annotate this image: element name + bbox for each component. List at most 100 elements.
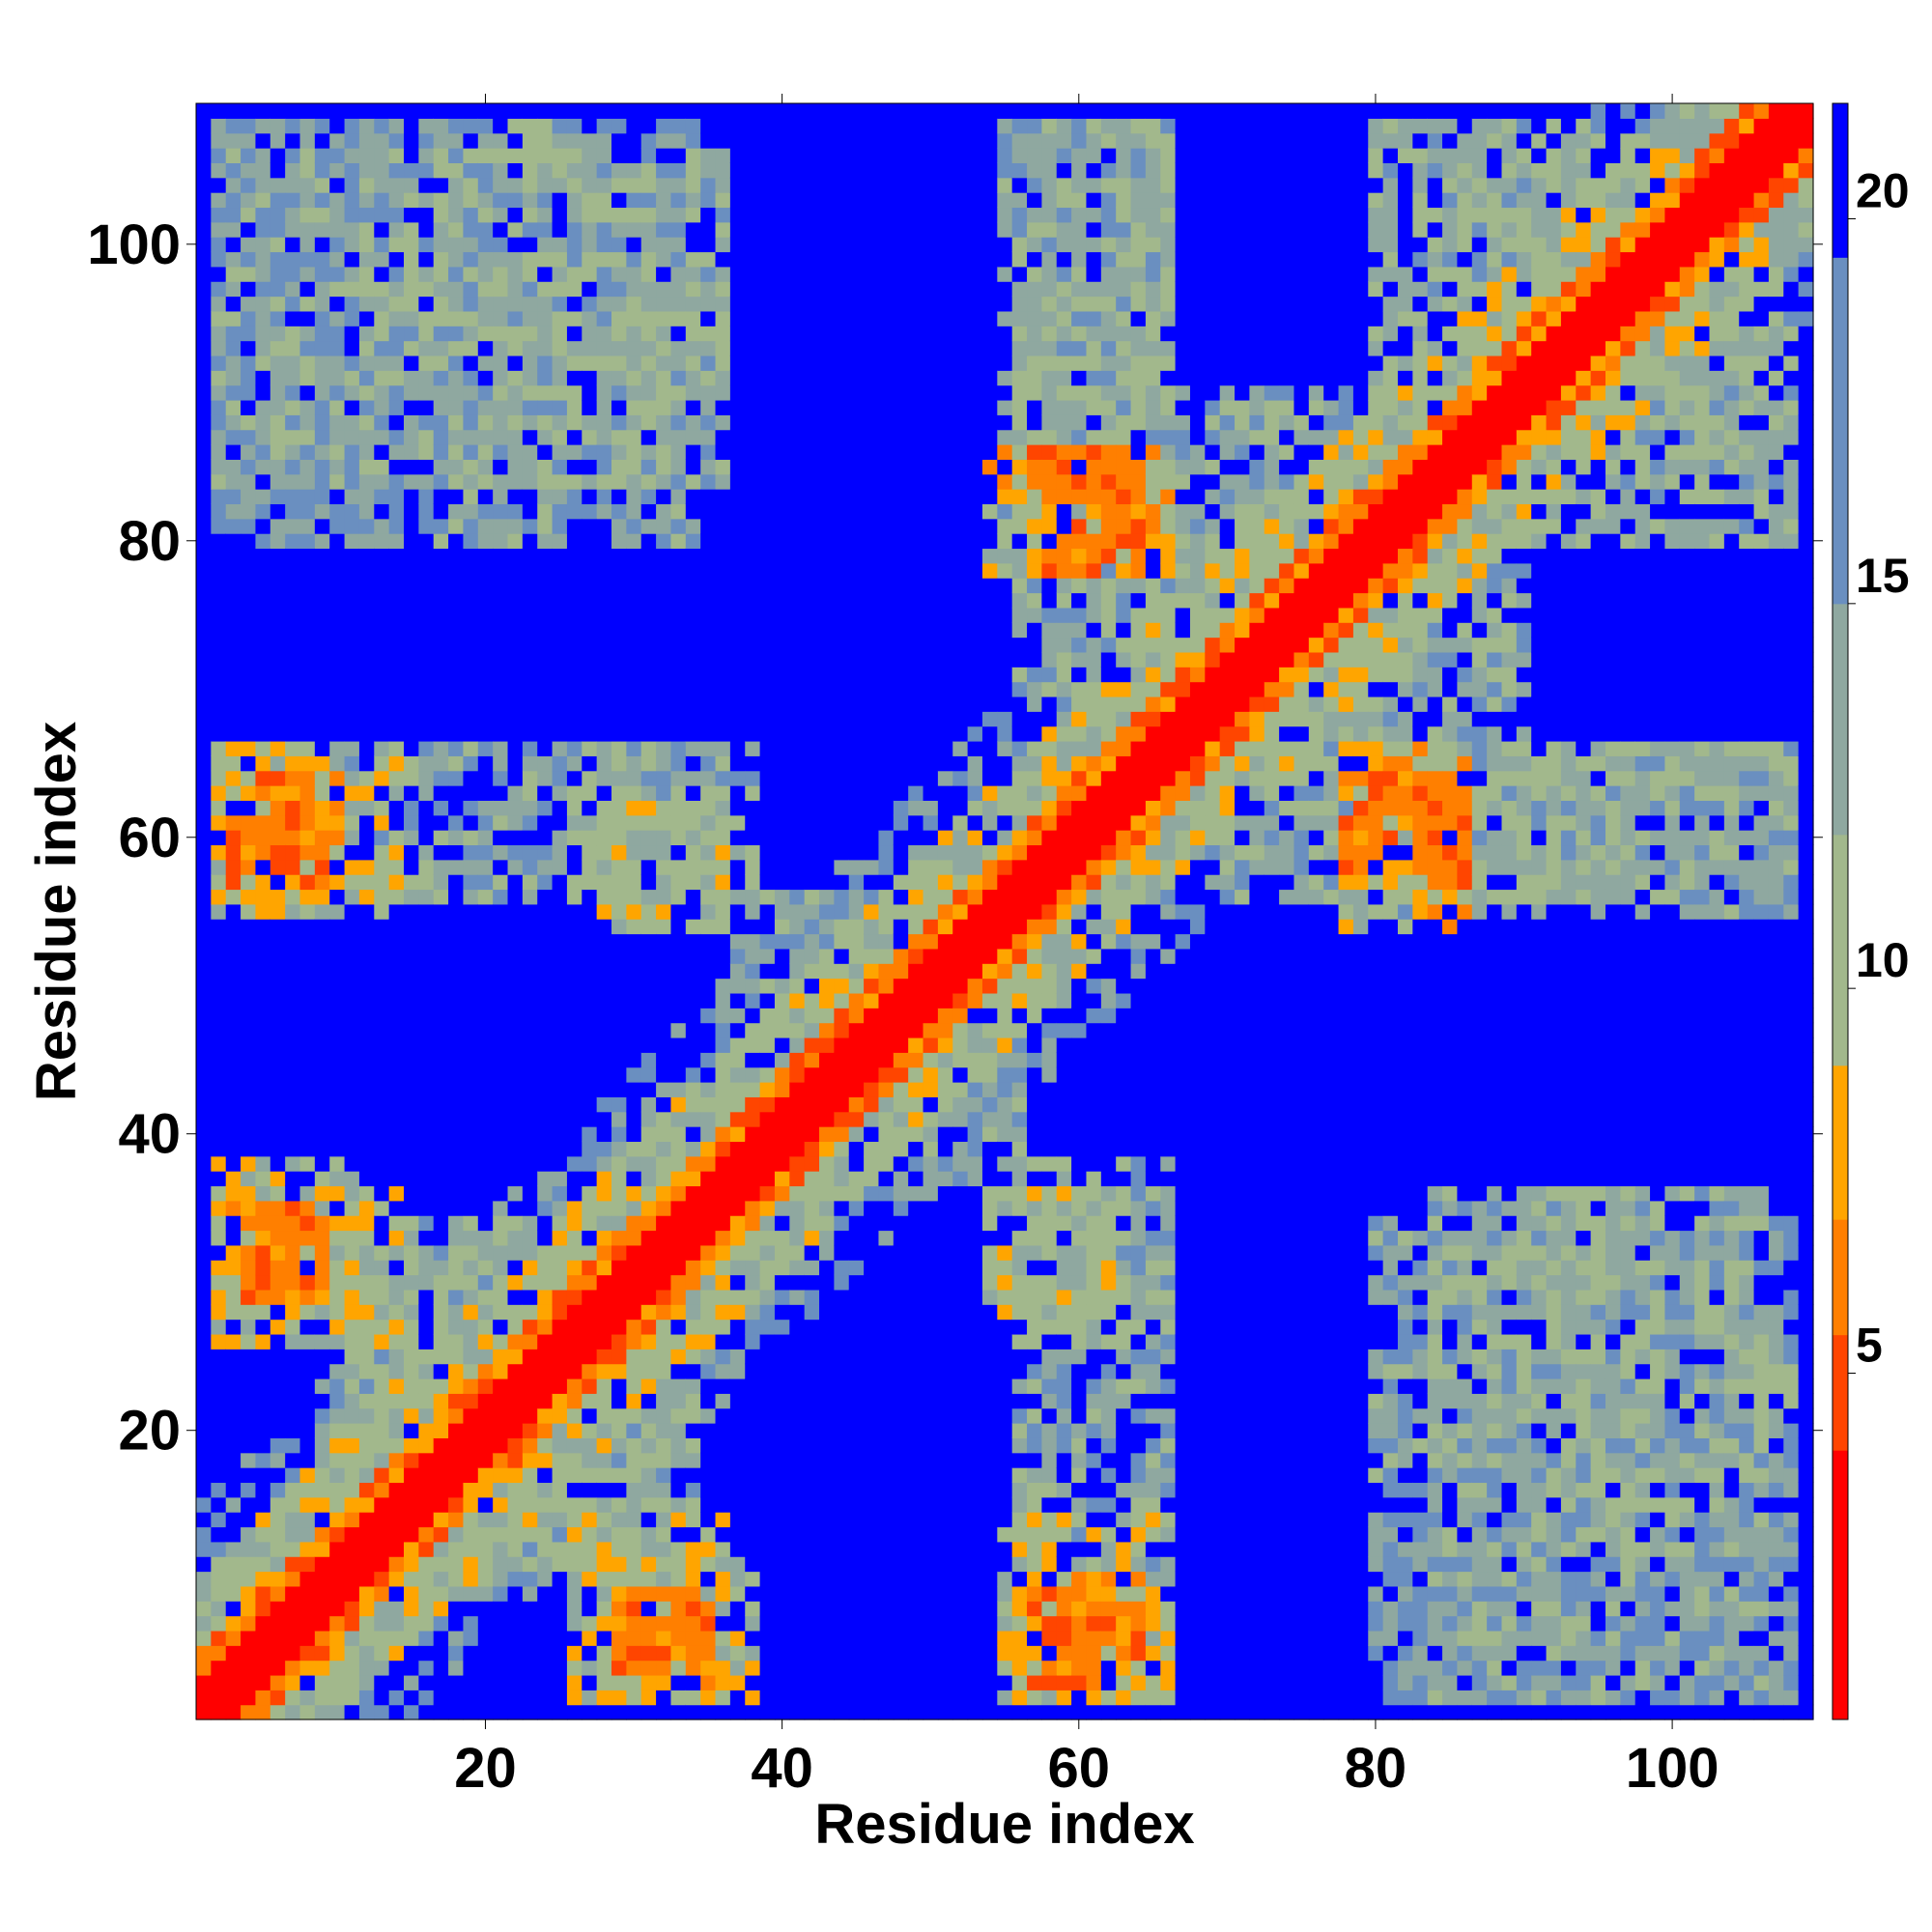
- heatmap-cell: [448, 503, 465, 520]
- heatmap-cell: [745, 414, 761, 431]
- heatmap-cell: [522, 592, 538, 609]
- heatmap-cell: [358, 1690, 375, 1706]
- heatmap-cell: [404, 237, 419, 253]
- heatmap-cell: [700, 399, 717, 415]
- heatmap-cell: [344, 1437, 360, 1454]
- heatmap-cell: [299, 933, 316, 950]
- heatmap-cell: [374, 237, 390, 253]
- heatmap-cell: [299, 296, 316, 312]
- heatmap-cell: [582, 429, 598, 445]
- heatmap-cell: [804, 384, 820, 401]
- heatmap-cell: [299, 429, 316, 445]
- heatmap-cell: [729, 1645, 746, 1662]
- heatmap-cell: [388, 310, 405, 327]
- heatmap-cell: [285, 489, 301, 505]
- heatmap-cell: [404, 533, 419, 550]
- heatmap-cell: [448, 1378, 465, 1394]
- heatmap-cell: [774, 1378, 790, 1394]
- heatmap-cell: [285, 1482, 301, 1498]
- heatmap-cell: [848, 177, 865, 193]
- heatmap-cell: [448, 785, 465, 801]
- heatmap-cell: [196, 1111, 212, 1127]
- heatmap-cell: [596, 1215, 612, 1232]
- heatmap-cell: [477, 1378, 494, 1394]
- heatmap-cell: [477, 1111, 494, 1127]
- heatmap-cell: [848, 1674, 865, 1690]
- heatmap-cell: [596, 933, 612, 950]
- heatmap-cell: [463, 1333, 479, 1350]
- heatmap-cell: [196, 548, 212, 564]
- heatmap-cell: [285, 340, 301, 356]
- heatmap-cell: [789, 1319, 806, 1335]
- heatmap-cell: [819, 651, 835, 668]
- heatmap-cell: [255, 1215, 271, 1232]
- heatmap-cell: [196, 681, 212, 697]
- heatmap-cell: [804, 933, 820, 950]
- heatmap-cell: [285, 459, 301, 475]
- heatmap-cell: [388, 770, 405, 786]
- heatmap-cell: [670, 1052, 687, 1068]
- heatmap-cell: [848, 725, 865, 742]
- heatmap-cell: [700, 1467, 717, 1484]
- heatmap-cell: [418, 830, 435, 846]
- heatmap-cell: [537, 1585, 554, 1602]
- heatmap-cell: [640, 489, 657, 505]
- heatmap-cell: [759, 830, 776, 846]
- heatmap-cell: [299, 963, 316, 980]
- heatmap-cell: [285, 518, 301, 534]
- heatmap-cell: [225, 1704, 242, 1720]
- heatmap-cell: [745, 489, 761, 505]
- heatmap-cell: [566, 1601, 582, 1617]
- heatmap-cell: [225, 103, 242, 119]
- heatmap-cell: [552, 148, 568, 163]
- heatmap-cell: [225, 1008, 242, 1024]
- heatmap-cell: [537, 1407, 554, 1424]
- heatmap-cell: [834, 533, 850, 550]
- heatmap-cell: [329, 1185, 346, 1202]
- heatmap-cell: [211, 1022, 227, 1038]
- heatmap-cell: [477, 800, 494, 816]
- heatmap-cell: [537, 770, 554, 786]
- heatmap-cell: [404, 266, 419, 282]
- heatmap-cell: [255, 933, 271, 950]
- heatmap-cell: [448, 1066, 465, 1083]
- heatmap-cell: [477, 548, 494, 564]
- heatmap-cell: [433, 1289, 449, 1305]
- heatmap-cell: [211, 266, 227, 282]
- heatmap-cell: [255, 399, 271, 415]
- heatmap-cell: [582, 459, 598, 475]
- heatmap-cell: [344, 667, 360, 683]
- heatmap-cell: [537, 1393, 554, 1409]
- heatmap-cell: [211, 118, 227, 134]
- heatmap-cell: [685, 1066, 701, 1083]
- heatmap-cell: [285, 622, 301, 639]
- heatmap-cell: [418, 326, 435, 342]
- heatmap-cell: [448, 1230, 465, 1246]
- heatmap-cell: [433, 177, 449, 193]
- heatmap-cell: [344, 592, 360, 609]
- heatmap-cell: [596, 1571, 612, 1587]
- heatmap-cell: [270, 444, 286, 460]
- heatmap-cell: [789, 148, 806, 163]
- heatmap-cell: [388, 1704, 405, 1720]
- heatmap-cell: [774, 1482, 790, 1498]
- heatmap-cell: [804, 681, 820, 697]
- heatmap-cell: [374, 221, 390, 238]
- heatmap-cell: [685, 607, 701, 623]
- heatmap-cell: [774, 1585, 790, 1602]
- heatmap-cell: [864, 1423, 880, 1438]
- heatmap-cell: [285, 1363, 301, 1379]
- heatmap-cell: [626, 1645, 642, 1662]
- heatmap-cell: [374, 992, 390, 1009]
- heatmap-cell: [596, 1171, 612, 1187]
- heatmap-cell: [566, 429, 582, 445]
- heatmap-cell: [463, 1274, 479, 1291]
- heatmap-cell: [745, 1260, 761, 1276]
- heatmap-cell: [656, 1141, 672, 1157]
- heatmap-cell: [463, 399, 479, 415]
- heatmap-cell: [552, 1437, 568, 1454]
- heatmap-cell: [834, 1274, 850, 1291]
- heatmap-cell: [388, 978, 405, 994]
- heatmap-cell: [759, 1512, 776, 1528]
- heatmap-cell: [314, 562, 330, 579]
